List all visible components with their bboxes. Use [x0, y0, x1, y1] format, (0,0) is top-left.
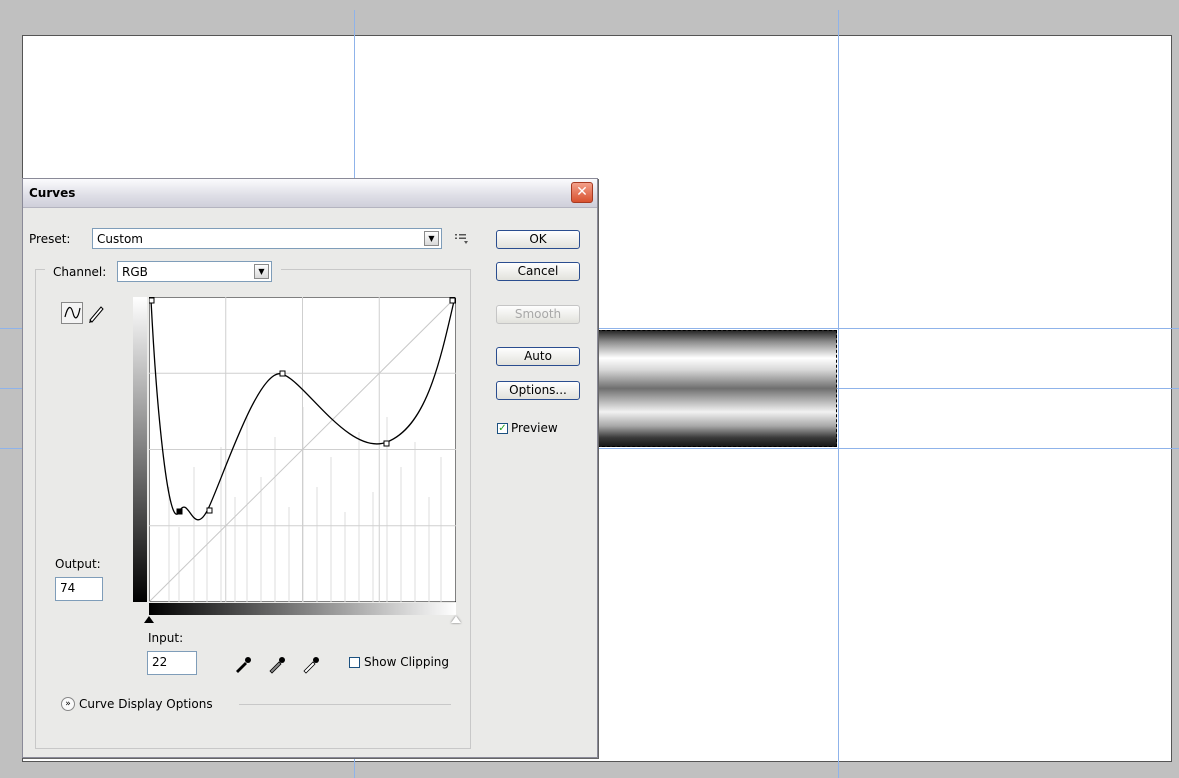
- dialog-title: Curves: [29, 186, 76, 200]
- selection-marquee: [597, 330, 837, 447]
- group-border: [470, 269, 471, 749]
- chevron-down-icon[interactable]: ▼: [424, 231, 439, 246]
- dialog-titlebar[interactable]: Curves ✕: [23, 179, 597, 208]
- group-border: [35, 269, 45, 270]
- options-button[interactable]: Options...: [496, 381, 580, 400]
- gradient-tube-layer: [597, 330, 837, 447]
- divider: [239, 704, 451, 705]
- group-border: [35, 748, 471, 749]
- preset-label: Preset:: [29, 232, 71, 246]
- black-point-eyedropper-icon[interactable]: [233, 654, 253, 674]
- output-label: Output:: [55, 557, 101, 571]
- output-value: 74: [60, 581, 76, 595]
- ok-button[interactable]: OK: [496, 230, 580, 249]
- white-point-eyedropper-icon[interactable]: [301, 654, 321, 674]
- preview-label: Preview: [511, 421, 558, 435]
- output-gradient-bar: [133, 297, 147, 602]
- pencil-tool-icon[interactable]: [86, 302, 108, 324]
- input-field[interactable]: 22: [147, 651, 197, 675]
- preview-checkbox[interactable]: ✓: [497, 423, 508, 434]
- chevron-down-icon[interactable]: ▼: [254, 264, 269, 279]
- curve-display-options-label[interactable]: Curve Display Options: [79, 697, 213, 711]
- channel-label: Channel:: [53, 265, 107, 279]
- guide-vertical: [838, 10, 839, 778]
- input-gradient-bar: [149, 603, 456, 615]
- curve-graph[interactable]: [149, 297, 456, 602]
- input-label: Input:: [148, 631, 184, 645]
- preset-options-icon[interactable]: [453, 231, 469, 245]
- channel-value: RGB: [122, 265, 148, 279]
- show-clipping-label: Show Clipping: [364, 655, 450, 669]
- group-border: [281, 269, 471, 270]
- black-point-slider[interactable]: [144, 616, 154, 623]
- input-value: 22: [152, 655, 168, 669]
- auto-button[interactable]: Auto: [496, 347, 580, 366]
- gray-point-eyedropper-icon[interactable]: [267, 654, 287, 674]
- preset-value: Custom: [97, 232, 143, 246]
- close-icon[interactable]: ✕: [571, 182, 593, 203]
- curves-dialog: Curves ✕ Preset: Custom ▼ Channel: RGB ▼: [22, 178, 598, 758]
- group-border: [35, 269, 36, 749]
- preset-select[interactable]: Custom: [92, 228, 442, 249]
- curve-tool-icon[interactable]: [61, 302, 83, 324]
- white-point-slider[interactable]: [451, 616, 461, 623]
- smooth-button[interactable]: Smooth: [496, 305, 580, 324]
- show-clipping-checkbox[interactable]: [349, 657, 360, 668]
- cancel-button[interactable]: Cancel: [496, 262, 580, 281]
- channel-select[interactable]: RGB: [117, 261, 272, 282]
- expand-chevron-icon[interactable]: »: [61, 697, 75, 711]
- output-field[interactable]: 74: [55, 577, 103, 601]
